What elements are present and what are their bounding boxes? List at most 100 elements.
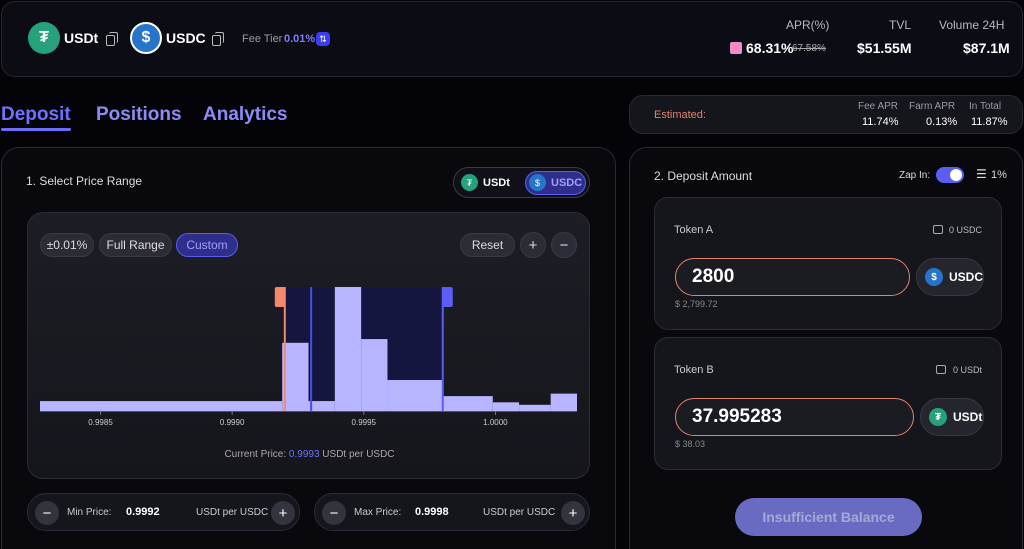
- usdc-icon: $: [925, 268, 943, 286]
- apr-label: APR(%): [786, 18, 830, 32]
- insufficient-balance-button[interactable]: Insufficient Balance: [735, 498, 922, 536]
- histogram-bar: [550, 393, 577, 411]
- histogram-bar: [282, 342, 309, 411]
- deposit-title: 2. Deposit Amount: [654, 169, 753, 183]
- max-price-increase-button[interactable]: +: [561, 501, 585, 525]
- max-price-box: − Max Price: 0.9998 USDt per USDC +: [314, 493, 590, 531]
- histogram-bar: [492, 402, 520, 411]
- min-price-value[interactable]: 0.9992: [126, 506, 160, 518]
- current-price-line: Current Price: 0.9993 USDt per USDC: [28, 449, 591, 460]
- histogram-bar: [442, 396, 493, 411]
- fee-tier-value: 0.01%: [284, 33, 316, 45]
- x-axis-tick-label: 0.9995: [352, 418, 377, 427]
- toggle-option-usdc[interactable]: USDC: [551, 177, 583, 189]
- token-a-usd-value: $ 2,799.72: [675, 299, 718, 309]
- in-total-value: 11.87%: [971, 116, 1008, 128]
- volume-label: Volume 24H: [939, 18, 1005, 32]
- token-a-amount-input[interactable]: 2800: [675, 258, 910, 296]
- max-price-value[interactable]: 0.9998: [415, 506, 449, 518]
- min-price-label: Min Price:: [67, 507, 112, 518]
- histogram-bar: [519, 404, 551, 411]
- tab-positions[interactable]: Positions: [96, 104, 182, 125]
- max-price-unit: USDt per USDC: [483, 507, 556, 518]
- token-a-name: USDt: [64, 30, 99, 46]
- token-a-symbol: USDC: [948, 270, 983, 284]
- estimated-apr-bar: Estimated: Fee APR 11.74% Farm APR 0.13%…: [629, 95, 1023, 134]
- slippage-value[interactable]: 1%: [991, 169, 1007, 181]
- histogram-bar: [40, 401, 283, 411]
- x-axis-tick-label: 1.0000: [483, 418, 508, 427]
- tab-active-indicator: [1, 128, 71, 131]
- token-a-select-button[interactable]: $ USDC: [916, 258, 984, 296]
- histogram-bar: [334, 287, 362, 411]
- farm-apr-label: Farm APR: [909, 101, 956, 112]
- apr-old-value: 67.58%: [792, 43, 826, 54]
- in-total-label: In Total: [969, 101, 1002, 112]
- token-order-toggle[interactable]: ₮ USDt $ USDC: [453, 167, 590, 198]
- usdc-icon: $: [529, 174, 546, 191]
- max-price-drag-handle: [442, 287, 453, 307]
- toggle-option-usdt[interactable]: USDt: [483, 177, 510, 189]
- reset-button[interactable]: Reset: [460, 233, 515, 257]
- x-axis-tick-label: 0.9985: [88, 418, 113, 427]
- usdc-icon: $: [130, 22, 162, 54]
- tvl-value: $51.55M: [857, 40, 912, 56]
- copy-icon[interactable]: [106, 32, 118, 46]
- wallet-icon: [936, 365, 946, 374]
- gift-icon: [730, 42, 742, 54]
- token-b-amount-input[interactable]: 37.995283: [675, 398, 914, 436]
- token-a-card: Token A 0 USDC 2800 $ USDC $ 2,799.72: [654, 197, 1002, 330]
- token-a-balance: 0 USDC: [949, 225, 983, 235]
- fee-tier-label: Fee Tier: [242, 33, 283, 45]
- x-axis-tick-label: 0.9990: [220, 418, 245, 427]
- current-price-unit: USDt per USDC: [322, 449, 395, 460]
- token-b-usd-value: $ 38.03: [675, 439, 706, 449]
- histogram-bar: [387, 380, 443, 411]
- usdt-icon: ₮: [28, 22, 60, 54]
- slippage-settings-icon[interactable]: ☰: [976, 167, 987, 181]
- max-price-label: Max Price:: [354, 507, 402, 518]
- min-price-box: − Min Price: 0.9992 USDt per USDC +: [27, 493, 300, 531]
- token-b-card: Token B 0 USDt 37.995283 ₮ USDt $ 38.03: [654, 337, 1002, 470]
- current-price-label: Current Price:: [224, 449, 287, 460]
- zoom-in-button[interactable]: +: [520, 232, 546, 258]
- min-price-drag-handle: [274, 287, 285, 307]
- liquidity-chart-card: ±0.01% Full Range Custom Reset + − 0.998…: [27, 212, 590, 479]
- farm-apr-value: 0.13%: [926, 116, 958, 128]
- token-b-label: Token B: [674, 364, 714, 376]
- histogram-bar: [308, 401, 335, 411]
- preset-full-range[interactable]: Full Range: [99, 233, 172, 257]
- token-b-name: USDC: [166, 30, 206, 46]
- min-price-unit: USDt per USDC: [196, 507, 269, 518]
- usdt-icon: ₮: [461, 174, 478, 191]
- pool-header: ₮ USDt $ USDC Fee Tier 0.01% ⇅ APR(%) 68…: [1, 1, 1023, 77]
- usdt-icon: ₮: [929, 408, 947, 426]
- histogram-bar: [361, 339, 388, 411]
- volume-value: $87.1M: [963, 40, 1010, 56]
- liquidity-histogram[interactable]: 0.9985 0.9990 0.9995 1.0000: [28, 273, 591, 473]
- token-b-symbol: USDt: [953, 410, 983, 424]
- apr-value: 68.31%: [746, 40, 794, 56]
- zoom-out-button[interactable]: −: [551, 232, 577, 258]
- estimated-label: Estimated:: [654, 109, 706, 121]
- zap-in-toggle[interactable]: [936, 167, 964, 183]
- range-title: 1. Select Price Range: [26, 174, 143, 188]
- zap-in-label: Zap In:: [899, 170, 931, 181]
- wallet-icon: [933, 225, 943, 234]
- tab-analytics[interactable]: Analytics: [203, 104, 288, 125]
- token-a-label: Token A: [674, 224, 714, 236]
- token-b-balance: 0 USDt: [953, 365, 983, 375]
- fee-apr-value: 11.74%: [862, 116, 899, 128]
- fee-apr-label: Fee APR: [858, 101, 899, 112]
- tab-deposit[interactable]: Deposit: [1, 104, 71, 125]
- min-price-increase-button[interactable]: +: [271, 501, 295, 525]
- copy-icon[interactable]: [212, 32, 224, 46]
- min-price-decrease-button[interactable]: −: [35, 501, 59, 525]
- max-price-decrease-button[interactable]: −: [322, 501, 346, 525]
- tvl-label: TVL: [889, 18, 912, 32]
- current-price-value: 0.9993: [288, 449, 320, 460]
- token-b-select-button[interactable]: ₮ USDt: [920, 398, 984, 436]
- preset-custom[interactable]: Custom: [176, 233, 238, 257]
- preset-0-01[interactable]: ±0.01%: [40, 233, 94, 257]
- fee-tier-badge-icon: ⇅: [316, 32, 330, 46]
